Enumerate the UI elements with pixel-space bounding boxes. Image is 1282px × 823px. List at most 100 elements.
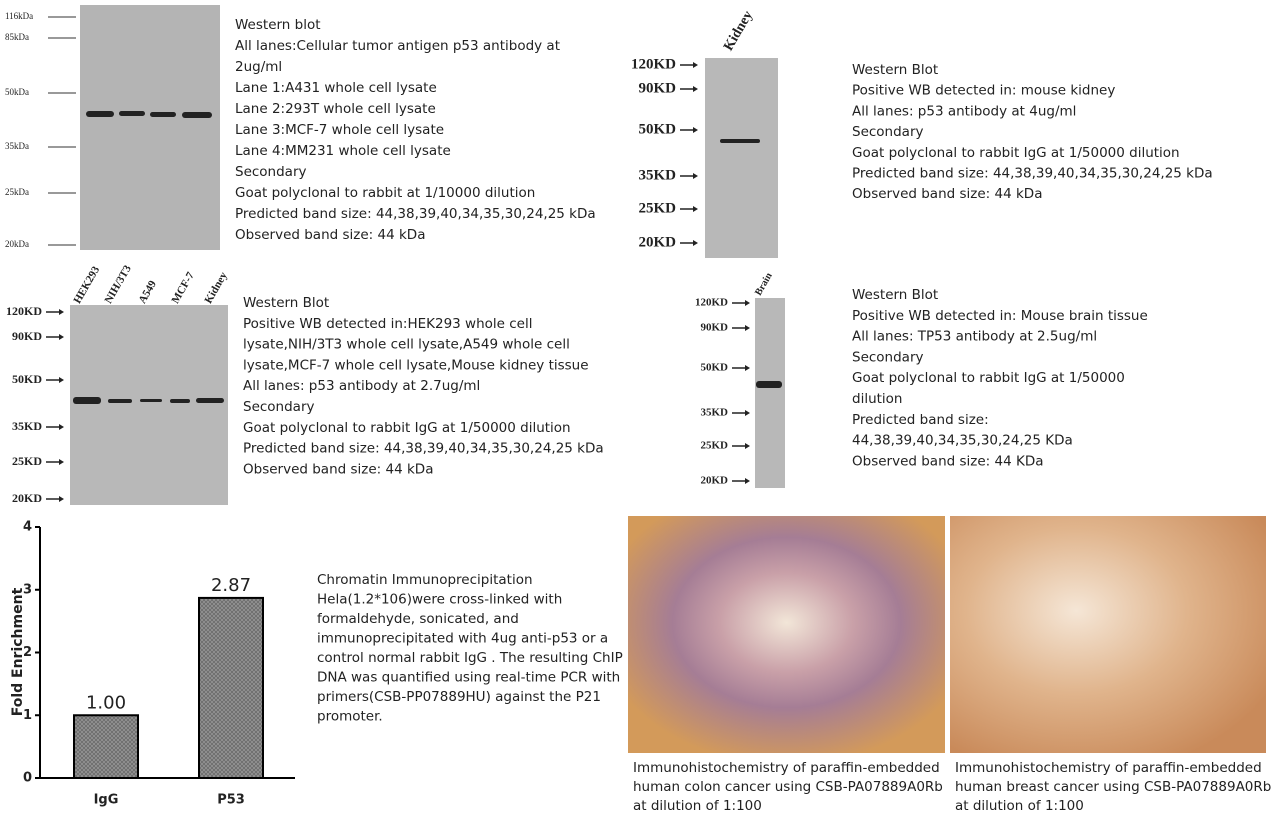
ihc-image — [950, 516, 1266, 753]
text-line: Predicted band size: 44,38,39,40,34,35,3… — [243, 441, 604, 457]
marker-arrowhead — [693, 62, 698, 68]
text-line: Secondary — [852, 124, 924, 140]
marker-label: 35kDa — [5, 141, 29, 151]
text-line: Goat polyclonal to rabbit IgG at 1/50000… — [243, 420, 571, 436]
marker-label: 25kDa — [5, 187, 29, 197]
text-line: Goat polyclonal to rabbit IgG at 1/50000… — [852, 145, 1180, 161]
text-line: at dilution of 1:100 — [633, 798, 762, 814]
marker-arrowhead — [745, 478, 750, 484]
text-line: Positive WB detected in: Mouse brain tis… — [852, 308, 1148, 324]
text-line: immunoprecipitated with 4ug anti-p53 or … — [317, 631, 608, 647]
blot-image — [70, 305, 228, 505]
text-line: Hela(1.2*106)were cross-linked with — [317, 592, 562, 608]
text-line: Goat polyclonal to rabbit at 1/10000 dil… — [235, 185, 535, 201]
marker-arrowhead — [745, 325, 750, 331]
text-line: Lane 4:MM231 whole cell lysate — [235, 143, 451, 159]
value-label: 1.00 — [86, 692, 126, 713]
text-line: Positive WB detected in:HEK293 whole cel… — [243, 316, 532, 332]
text-line: Secondary — [852, 349, 924, 365]
marker-arrowhead — [745, 410, 750, 416]
marker-arrowhead — [693, 127, 698, 133]
marker-arrowhead — [693, 240, 698, 246]
marker-label: 85kDa — [5, 32, 29, 42]
text-line: lysate,MCF-7 whole cell lysate,Mouse kid… — [243, 357, 589, 373]
marker-arrowhead — [745, 300, 750, 306]
marker-label: 90KD — [701, 322, 729, 334]
text-line: Observed band size: 44 KDa — [852, 453, 1044, 469]
text-line: Western Blot — [852, 62, 938, 78]
text-line: Predicted band size: 44,38,39,40,34,35,3… — [235, 206, 596, 222]
text-line: Predicted band size: — [852, 412, 989, 428]
lane-label: NIH/3T3 — [102, 263, 134, 306]
x-tick-label: P53 — [217, 793, 245, 808]
lane-label: Kidney — [721, 8, 756, 53]
marker-label: 120KD — [695, 297, 728, 309]
y-tick-label: 4 — [23, 520, 32, 535]
marker-arrowhead — [59, 424, 64, 430]
text-line: control normal rabbit IgG . The resultin… — [317, 650, 623, 666]
text-line: primers(CSB-PP07889HU) against the P21 — [317, 689, 601, 705]
text-line: dilution — [852, 391, 903, 407]
marker-label: 50KD — [12, 372, 42, 386]
marker-arrowhead — [59, 309, 64, 315]
text-line: Observed band size: 44 kDa — [235, 227, 425, 243]
y-tick-label: 0 — [23, 771, 32, 786]
text-line: at dilution of 1:100 — [955, 798, 1084, 814]
marker-label: 90KD — [639, 80, 677, 96]
marker-label: 35KD — [701, 407, 729, 419]
lane-label: A549 — [136, 278, 159, 306]
marker-label: 20kDa — [5, 239, 29, 249]
lane-label: MCF-7 — [169, 270, 197, 306]
marker-label: 35KD — [639, 167, 677, 183]
value-label: 2.87 — [211, 575, 251, 596]
text-line: formaldehyde, sonicated, and — [317, 611, 519, 627]
x-tick-label: IgG — [94, 793, 119, 808]
content: 116kDa 85kDa 50kDa 35kDa 25kDa 20kDa Western b… — [5, 8, 1271, 814]
text-line: lysate,NIH/3T3 whole cell lysate,A549 wh… — [243, 337, 570, 353]
marker-arrowhead — [693, 206, 698, 212]
text-line: Western Blot — [852, 287, 938, 303]
lane-label: Brain — [753, 271, 775, 298]
text-line: human colon cancer using CSB-PA07889A0Rb — [633, 779, 943, 795]
text-line: Chromatin Immunoprecipitation — [317, 572, 533, 588]
y-axis-label: Fold Enrichment — [10, 587, 26, 716]
text-line: DNA was quantified using real-time PCR w… — [317, 670, 620, 686]
marker-label: 20KD — [12, 491, 42, 505]
marker-arrowhead — [745, 365, 750, 371]
text-line: Goat polyclonal to rabbit IgG at 1/50000 — [852, 370, 1125, 386]
marker-label: 50kDa — [5, 87, 29, 97]
text-line: Observed band size: 44 kDa — [243, 461, 433, 477]
marker-label: 25KD — [639, 200, 677, 216]
text-line: promoter. — [317, 709, 383, 725]
text-line: Predicted band size: 44,38,39,40,34,35,3… — [852, 166, 1213, 182]
bar — [73, 714, 139, 779]
marker-arrowhead — [59, 377, 64, 383]
marker-label: 90KD — [12, 329, 42, 343]
y-tick-label: 2 — [23, 645, 32, 660]
text-line: Immunohistochemistry of paraffin-embedde… — [955, 760, 1262, 776]
marker-label: 50KD — [701, 362, 729, 374]
marker-arrowhead — [59, 334, 64, 340]
text-line: All lanes: TP53 antibody at 2.5ug/ml — [852, 329, 1097, 345]
text-line: Observed band size: 44 kDa — [852, 186, 1042, 202]
marker-label: 25KD — [12, 454, 42, 468]
lane-label: HEK293 — [71, 264, 102, 306]
blot-image — [80, 5, 220, 250]
marker-label: 120KD — [6, 304, 42, 318]
text-line: Secondary — [235, 164, 307, 180]
blot-image — [705, 58, 778, 258]
text-line: Lane 1:A431 whole cell lysate — [235, 80, 437, 96]
y-tick-label: 1 — [23, 708, 32, 723]
bar — [198, 596, 264, 779]
marker-arrowhead — [59, 459, 64, 465]
bands — [73, 111, 782, 404]
text-line: Lane 3:MCF-7 whole cell lysate — [235, 122, 444, 138]
lane-label: Kidney — [202, 270, 230, 306]
text-line: All lanes:Cellular tumor antigen p53 ant… — [235, 38, 560, 54]
marker-arrowhead — [693, 173, 698, 179]
marker-label: 50KD — [639, 121, 677, 137]
text-line: Positive WB detected in: mouse kidney — [852, 83, 1115, 99]
marker-label: 25KD — [701, 440, 729, 452]
text-line: Western Blot — [243, 295, 329, 311]
